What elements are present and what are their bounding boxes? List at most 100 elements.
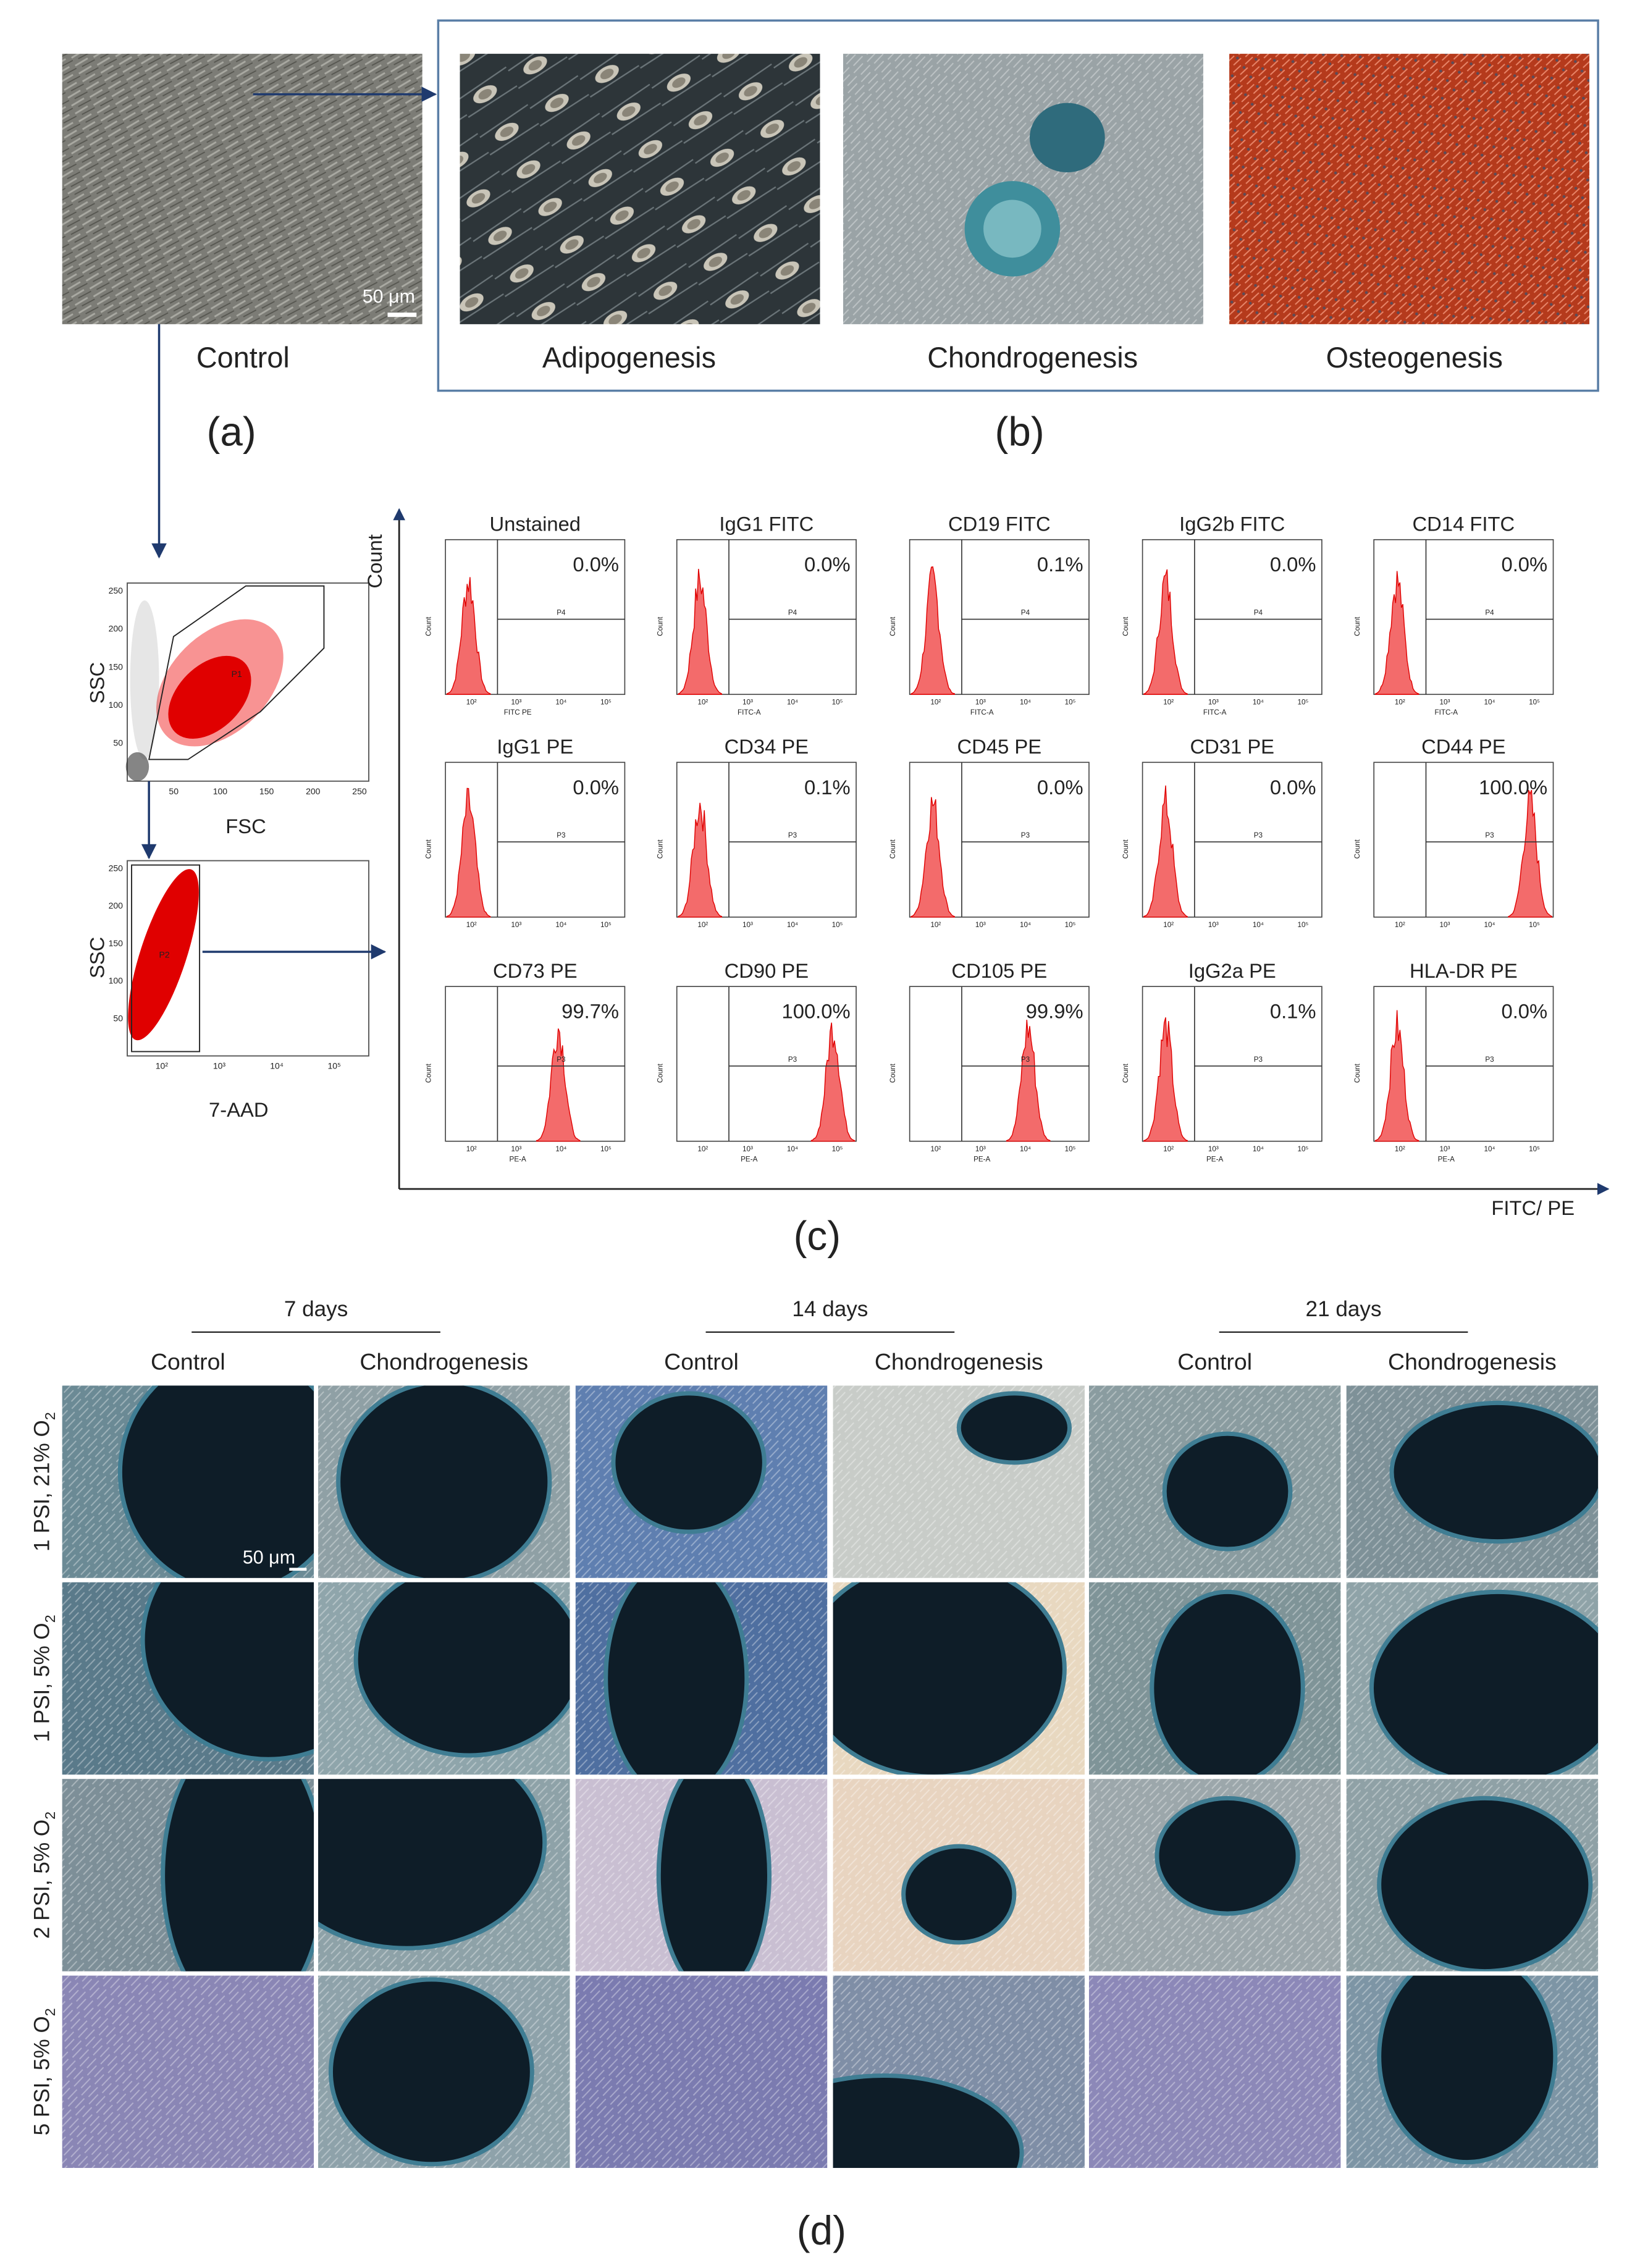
panel-label: (c) (794, 1213, 841, 1258)
gate-label: P1 (232, 669, 242, 679)
axis-label: Count (656, 839, 664, 859)
panel-label: (d) (797, 2208, 846, 2253)
column-header: Control (1177, 1349, 1252, 1375)
gate-label: P3 (557, 1056, 565, 1064)
axis-label: FITC-A (1434, 708, 1458, 716)
pellet (353, 1582, 570, 1758)
axis-label: Count (425, 839, 433, 859)
scatter-cloud (125, 600, 284, 781)
tick-label: 10⁴ (1020, 1145, 1031, 1153)
histogram-peak (536, 1028, 581, 1142)
axis-label: Count (1122, 616, 1130, 636)
axis-label: Count (1353, 616, 1361, 636)
row-label-text: 1 PSI, 21% O (30, 1420, 54, 1552)
column-header: Chondrogenesis (1388, 1349, 1557, 1375)
axis-label: FITC-A (970, 708, 994, 716)
percent-label: 0.0% (1270, 553, 1316, 576)
panel-frame (437, 19, 1599, 392)
debris (125, 752, 149, 781)
row-label: 1 PSI, 5% O2 (30, 1615, 58, 1742)
percent-label: 0.0% (573, 776, 619, 799)
histogram-peak (1374, 1010, 1419, 1142)
histogram-peak (1143, 569, 1188, 695)
tick-label: 10⁴ (1020, 699, 1031, 707)
histogram-title: CD105 PE (951, 959, 1047, 982)
tick-label: 10² (1163, 699, 1174, 707)
scatter-cloud (128, 869, 199, 1041)
axis-label: Count (656, 1063, 664, 1083)
histogram-frame (445, 986, 626, 1142)
histogram-title: HLA-DR PE (1410, 959, 1518, 982)
axis-label: Count (425, 1063, 433, 1083)
pellet (956, 1391, 1072, 1465)
micrograph (62, 54, 423, 324)
caption: Chondrogenesis (927, 342, 1138, 374)
tick-label: 10⁵ (832, 1145, 843, 1153)
tick-label: 10⁴ (787, 1145, 798, 1153)
pellet (901, 1844, 1017, 1945)
histogram-title: CD90 PE (725, 959, 809, 982)
gate-label: P3 (557, 831, 565, 839)
tick-label: 100 (213, 786, 228, 796)
tick-label: 10⁴ (555, 699, 566, 707)
gate-label: P4 (788, 608, 797, 616)
axis-label: Count (363, 534, 386, 588)
panel-label: (b) (995, 410, 1045, 455)
axis-label: Count (1353, 839, 1361, 859)
tick-label: 10² (1395, 1145, 1405, 1153)
cell-cluster (983, 200, 1041, 258)
tick-label: 250 (109, 863, 124, 873)
gate-label: P4 (1021, 608, 1030, 616)
pellet (611, 1391, 767, 1534)
tick-label: 10³ (1439, 699, 1450, 707)
tick-label: 100 (109, 976, 124, 986)
tick-label: 10⁵ (1529, 699, 1540, 707)
axis-label: Count (889, 616, 897, 636)
axis-label: FSC (225, 815, 266, 838)
tick-label: 10² (1395, 699, 1405, 707)
tick-label: 10³ (1208, 1145, 1219, 1153)
tick-label: 10⁵ (1529, 1145, 1540, 1153)
pellet (1377, 1796, 1593, 1972)
panel-label: (a) (207, 410, 256, 455)
scatter-cloud (168, 655, 251, 739)
axis-label: PE-A (510, 1155, 526, 1163)
axis-label: FITC-A (738, 708, 761, 716)
histogram-peak (910, 797, 955, 918)
tick-label: 10² (1395, 921, 1405, 929)
pellet (117, 1385, 314, 1578)
histogram-peak (446, 788, 491, 918)
tick-label: 50 (113, 1013, 123, 1023)
percent-label: 0.1% (1037, 553, 1083, 576)
tick-label: 10⁵ (832, 699, 843, 707)
row-label: 2 PSI, 5% O2 (30, 1812, 58, 1939)
histogram-title: CD44 PE (1421, 735, 1506, 758)
row-label: 5 PSI, 5% O2 (30, 2008, 58, 2135)
histogram-peak (910, 566, 955, 695)
tick-label: 10³ (511, 1145, 521, 1153)
tick-label: 10⁵ (832, 921, 843, 929)
histogram-title: Unstained (489, 513, 581, 536)
gate (148, 585, 325, 760)
tick-label: 10³ (511, 699, 521, 707)
percent-label: 0.1% (1270, 1000, 1316, 1023)
histogram-title: CD73 PE (493, 959, 578, 982)
tick-label: 50 (169, 786, 179, 796)
tick-label: 10³ (1439, 921, 1450, 929)
row-label-subscript: 2 (42, 2008, 58, 2016)
gate-label: P4 (557, 608, 566, 616)
axis-label: Count (889, 839, 897, 859)
axis-label: FITC PE (504, 708, 532, 716)
axis-label: SSC (86, 662, 109, 704)
axis-label: SSC (86, 937, 109, 978)
tick-label: 100 (109, 700, 124, 710)
tick-label: 10³ (975, 1145, 986, 1153)
row-label-text: 1 PSI, 5% O (30, 1623, 54, 1742)
axis-label: Count (425, 616, 433, 636)
histogram-title: CD34 PE (725, 735, 809, 758)
percent-label: 0.0% (804, 553, 851, 576)
tick-label: 10⁴ (555, 921, 566, 929)
column-header: Chondrogenesis (875, 1349, 1043, 1375)
tick-label: 10³ (742, 699, 753, 707)
